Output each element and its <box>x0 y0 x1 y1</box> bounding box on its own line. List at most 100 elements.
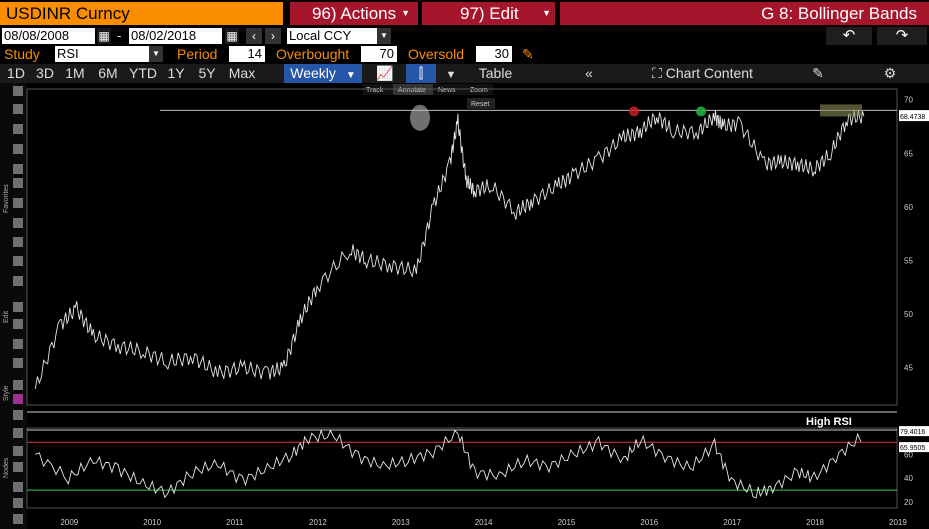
start-date-field[interactable]: 08/08/2008 <box>2 28 95 44</box>
study-label: Study <box>4 46 40 62</box>
security-ticker[interactable] <box>0 2 283 25</box>
line-chart-button[interactable]: 📈 <box>370 64 400 83</box>
edit-menu[interactable]: 97) Edit ▼ <box>422 2 555 25</box>
rsi-y-tick-label: 40 <box>904 474 913 483</box>
x-tick-label: 2013 <box>392 518 410 527</box>
period-button-5y[interactable]: 5Y <box>198 65 216 81</box>
end-calendar-icon[interactable]: ▦ <box>225 28 239 44</box>
line-tool-icon[interactable] <box>13 104 23 114</box>
table-button[interactable]: Table <box>478 65 513 81</box>
node2-tool-icon[interactable] <box>13 462 23 472</box>
page-title-bar: G 8: Bollinger Bands <box>560 2 929 25</box>
chart-content-icon: ⛶ <box>652 65 662 81</box>
study-field[interactable]: RSI <box>55 46 149 62</box>
prev-period-button[interactable]: ‹ <box>246 28 262 44</box>
period-button-3d[interactable]: 3D <box>36 65 54 81</box>
x-tick-label: 2011 <box>226 518 244 527</box>
y-tick-label: 60 <box>904 203 913 212</box>
currency-dropdown-icon[interactable]: ▼ <box>377 28 391 44</box>
undo-icon: ↶ <box>842 27 856 44</box>
fav-tool-icon[interactable] <box>13 178 23 188</box>
period-button-1d[interactable]: 1D <box>7 65 25 81</box>
chart-area[interactable]: Favorites Edit Style Nodes Track Annotat… <box>0 83 929 529</box>
eraser-tool-icon[interactable] <box>13 237 23 247</box>
period-button-ytd[interactable]: YTD <box>129 65 157 81</box>
security-label: USDINR Curncy <box>6 4 130 23</box>
pen-tool-icon[interactable] <box>13 218 23 228</box>
select-tool-icon[interactable] <box>13 164 23 174</box>
edit-chart-icon: ✎ <box>812 65 824 81</box>
panel-separator <box>27 411 897 413</box>
price-plot-border <box>26 88 898 406</box>
edit-tool-icon[interactable] <box>13 302 23 312</box>
actions-menu[interactable]: 96) Actions ▼ <box>290 2 418 25</box>
price-series-line <box>34 109 865 389</box>
text-tool-icon[interactable] <box>13 124 23 134</box>
x-tick-label: 2016 <box>640 518 658 527</box>
chart-type-dropdown[interactable]: ▼ <box>440 64 462 83</box>
frequency-select[interactable]: Weekly ▼ <box>284 64 362 83</box>
period-button-1m[interactable]: 1M <box>65 65 85 81</box>
chart-type-dropdown-icon: ▼ <box>445 69 457 81</box>
actions-menu-label: 96) Actions <box>312 4 397 23</box>
x-tick-label: 2018 <box>806 518 824 527</box>
page-title: G 8: Bollinger Bands <box>761 4 917 23</box>
chart-toolbar: 1D 3D 1M 6M YTD 1Y 5Y Max Weekly ▼ 📈 ⫿ ▼ Table … <box>0 64 929 83</box>
collapse-panel-button[interactable]: « <box>576 64 602 83</box>
y-tick-label: 50 <box>904 310 913 319</box>
chart-content-button[interactable]: ⛶ Chart Content <box>640 64 765 83</box>
move-tool-icon[interactable] <box>13 319 23 329</box>
frequency-label: Weekly <box>290 65 336 81</box>
y-tick-label: 70 <box>904 96 913 105</box>
reset-tool[interactable]: Reset <box>471 101 489 108</box>
channel-tool-icon[interactable] <box>13 276 23 286</box>
track-tool[interactable]: Track <box>366 87 384 94</box>
end-date-field[interactable]: 08/02/2018 <box>129 28 222 44</box>
period-button-6m[interactable]: 6M <box>98 65 118 81</box>
candle-chart-icon: ⫿ <box>418 65 424 81</box>
arrow-tool-icon[interactable] <box>13 339 23 349</box>
period-button-1y[interactable]: 1Y <box>167 65 185 81</box>
rsi-value-label: 65.9505 <box>900 445 925 452</box>
start-calendar-icon[interactable]: ▦ <box>97 28 111 44</box>
redo-icon: ↷ <box>895 27 909 44</box>
undo-button[interactable]: ↶ <box>826 27 872 45</box>
redo-button[interactable]: ↷ <box>877 27 927 45</box>
x-tick-label: 2015 <box>558 518 576 527</box>
trash-tool-icon[interactable] <box>13 358 23 368</box>
y-tick-label: 55 <box>904 256 913 265</box>
brush-tool-icon[interactable] <box>13 198 23 208</box>
candle-chart-button[interactable]: ⫿ <box>406 64 436 83</box>
oversold-field[interactable]: 30 <box>476 46 512 62</box>
color-tool-icon[interactable] <box>13 394 23 404</box>
side-label-nodes: Nodes <box>3 457 10 478</box>
edit-chart-button[interactable]: ✎ <box>806 64 830 83</box>
node1-tool-icon[interactable] <box>13 446 23 456</box>
news-tool[interactable]: News <box>438 87 456 94</box>
period-field[interactable]: 14 <box>229 46 265 62</box>
overbought-field[interactable]: 70 <box>361 46 397 62</box>
currency-field[interactable]: Local CCY <box>287 28 377 44</box>
annotate-tool[interactable]: Annotate <box>398 87 426 94</box>
node4-tool-icon[interactable] <box>13 498 23 508</box>
y-tick-label: 65 <box>904 149 913 158</box>
zoom-tool[interactable]: Zoom <box>470 87 488 94</box>
cursor-tool-icon[interactable] <box>13 86 23 96</box>
settings-button[interactable]: ⚙ <box>876 64 904 83</box>
node5-tool-icon[interactable] <box>13 514 23 524</box>
hline-tool-icon[interactable] <box>13 256 23 266</box>
style-tool-icon[interactable] <box>13 410 23 420</box>
x-tick-label: 2010 <box>143 518 161 527</box>
date-range-bar: 08/08/2008 ▦ - 08/02/2018 ▦ ‹ › Local CC… <box>0 27 929 45</box>
period-button-max[interactable]: Max <box>228 65 256 81</box>
node3-tool-icon[interactable] <box>13 482 23 492</box>
next-period-button[interactable]: › <box>265 28 281 44</box>
rsi-series-line <box>35 429 862 499</box>
shape-tool-icon[interactable] <box>13 144 23 154</box>
list-tool-icon[interactable] <box>13 428 23 438</box>
label-tool-icon[interactable] <box>13 380 23 390</box>
side-label-edit: Edit <box>3 311 10 323</box>
rsi-value-badge <box>899 426 929 437</box>
study-dropdown-icon[interactable]: ▼ <box>149 46 163 62</box>
pencil-icon[interactable]: ✎ <box>522 46 534 62</box>
